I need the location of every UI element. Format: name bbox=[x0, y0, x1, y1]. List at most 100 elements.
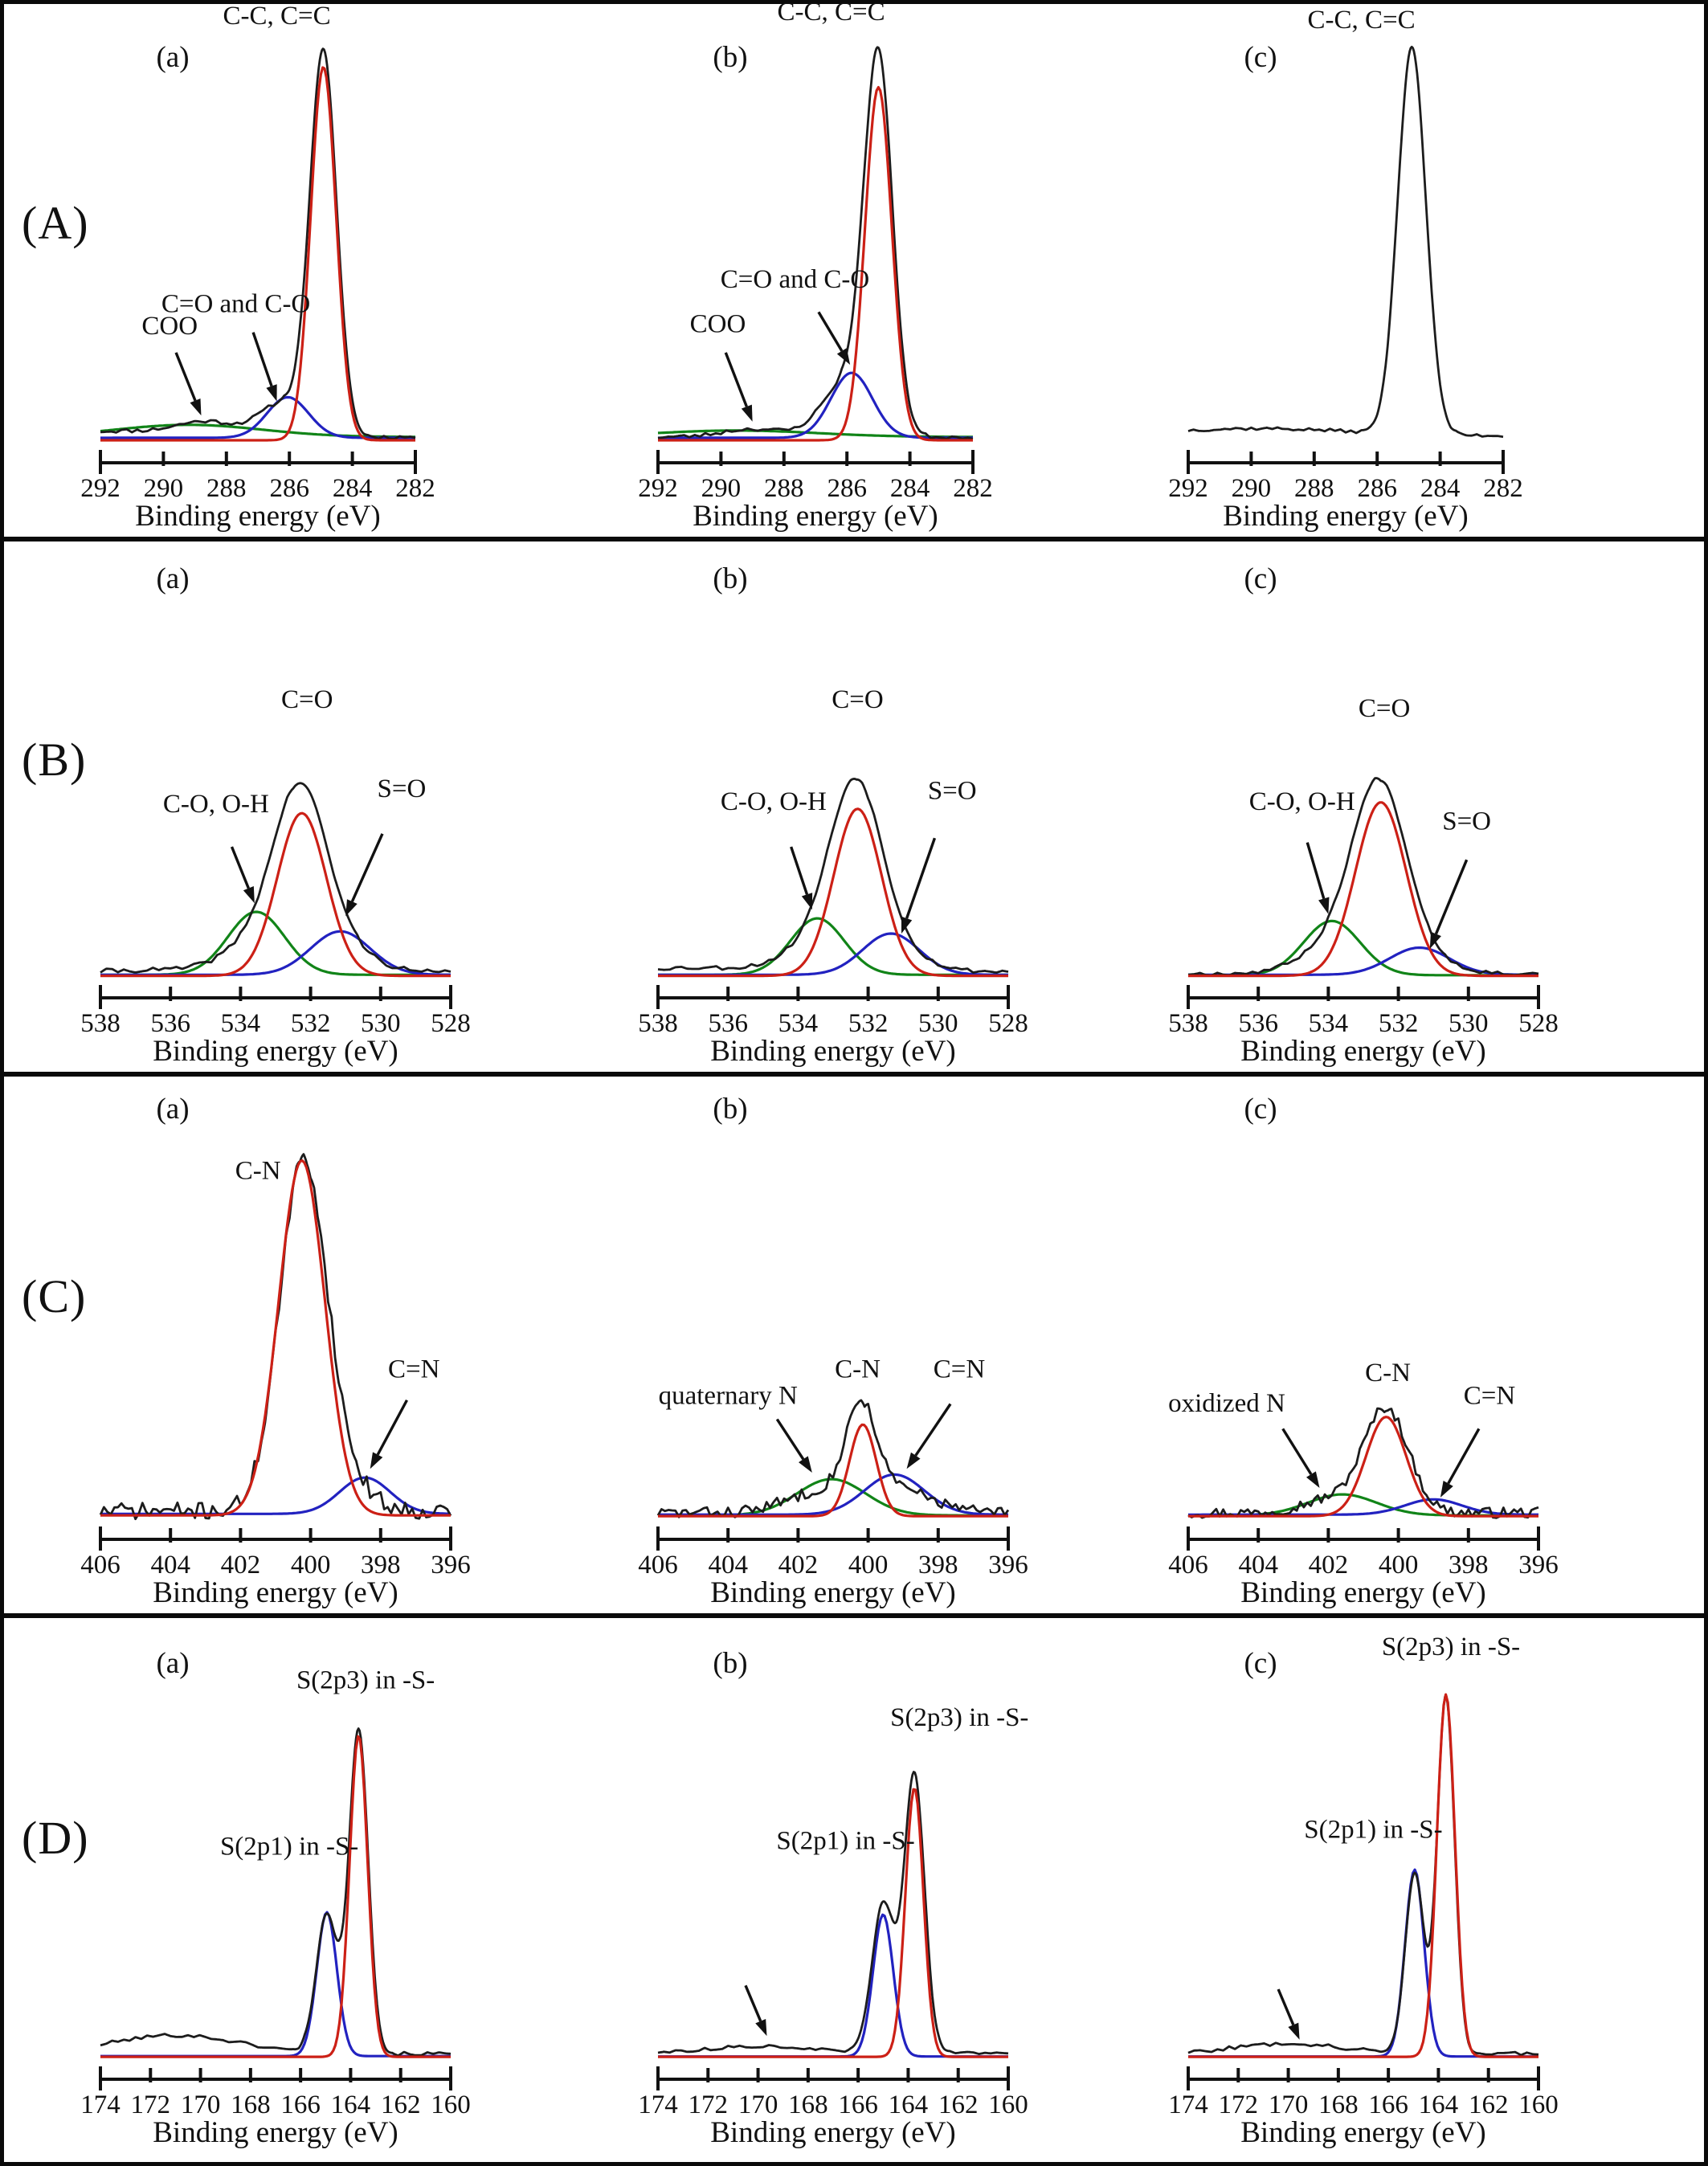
axis-tick-label: 398 bbox=[361, 1551, 401, 1580]
axis-tick-label: 532 bbox=[1379, 1009, 1419, 1038]
axis-tick-label: 292 bbox=[638, 474, 678, 503]
axis-tick-label: 170 bbox=[1269, 2090, 1309, 2119]
x-axis bbox=[1187, 1526, 1540, 1551]
curve-c-n-fit bbox=[658, 1423, 1008, 1518]
x-axis-title: Binding energy (eV) bbox=[1240, 1035, 1486, 1068]
peak-label: C-O, O-H bbox=[1249, 787, 1355, 816]
axis-tick-label: 162 bbox=[938, 2090, 979, 2119]
annotation-arrow bbox=[1277, 1988, 1300, 2040]
axis-tick-label: 402 bbox=[1309, 1551, 1349, 1580]
axis-tick-label: 400 bbox=[848, 1551, 889, 1580]
axis-tick-label: 406 bbox=[80, 1551, 121, 1580]
peak-label: S(2p1) in -S- bbox=[220, 1833, 358, 1862]
peak-label: C-C, C=C bbox=[1308, 6, 1416, 35]
x-axis-title: Binding energy (eV) bbox=[710, 1576, 956, 1609]
curve-experimental bbox=[1187, 1407, 1539, 1519]
spectrum-panel-A-a: 292 290 288 286 284 282 Binding energy (eV) (a)… bbox=[80, 2, 435, 533]
panel-letter: (c) bbox=[1244, 1093, 1277, 1126]
axis-tick-label: 160 bbox=[988, 2090, 1028, 2119]
curve-c-c-c-c-fit bbox=[100, 66, 415, 442]
row-D-panels: 174 172 170 168 166 164 162 160 Binding energy (… bbox=[4, 1618, 1704, 2153]
axis-tick-label: 166 bbox=[838, 2090, 878, 2119]
curve-c-o-o-h-fit bbox=[1188, 919, 1538, 977]
axis-tick-label: 168 bbox=[1318, 2090, 1359, 2119]
axis-tick-label: 396 bbox=[1518, 1551, 1559, 1580]
axis-tick-label: 284 bbox=[1420, 474, 1461, 503]
panel-letter: (b) bbox=[713, 41, 747, 74]
curve-experimental bbox=[656, 1399, 1010, 1518]
curve-s-2p1-in-s-fit bbox=[658, 1913, 1008, 2058]
axis-tick-label: 404 bbox=[708, 1551, 748, 1580]
spectrum-panel-D-c: 174 172 170 168 166 164 162 160 Binding energy (… bbox=[1168, 1633, 1559, 2149]
peak-label: C-N bbox=[835, 1355, 881, 1383]
axis-tick-label: 532 bbox=[291, 1009, 331, 1038]
axis-tick-label: 528 bbox=[1518, 1009, 1559, 1038]
axis-tick-label: 166 bbox=[1368, 2090, 1408, 2119]
annotation-arrow bbox=[1440, 1428, 1481, 1498]
axis-tick-label: 400 bbox=[1379, 1551, 1419, 1580]
axis-tick-label: 536 bbox=[708, 1009, 748, 1038]
peak-label: C=N bbox=[934, 1355, 986, 1383]
annotation-arrow bbox=[744, 1984, 767, 2037]
x-axis-title: Binding energy (eV) bbox=[153, 1035, 398, 1068]
curve-c-n-fit bbox=[1188, 1416, 1538, 1518]
peak-label: COO bbox=[690, 310, 746, 339]
axis-tick-label: 288 bbox=[1294, 474, 1334, 503]
x-axis-title: Binding energy (eV) bbox=[153, 1576, 398, 1609]
x-axis-title: Binding energy (eV) bbox=[1223, 500, 1469, 533]
x-axis bbox=[656, 2066, 1010, 2090]
curve-c-o-o-h-fit bbox=[100, 910, 451, 976]
x-axis bbox=[99, 2066, 452, 2090]
axis-tick-label: 168 bbox=[788, 2090, 828, 2119]
x-axis-title: Binding energy (eV) bbox=[710, 1035, 956, 1068]
peak-label: S=O bbox=[1442, 807, 1491, 836]
annotation-arrow bbox=[251, 332, 277, 402]
axis-tick-label: 538 bbox=[1168, 1009, 1208, 1038]
axis-tick-label: 170 bbox=[181, 2090, 220, 2119]
curve-s-2p1-in-s-fit bbox=[100, 1911, 451, 2058]
peak-label: S=O bbox=[928, 777, 977, 806]
curve-experimental bbox=[657, 778, 1009, 974]
annotation-arrow bbox=[817, 311, 851, 366]
curve-experimental bbox=[100, 47, 416, 440]
x-axis bbox=[656, 985, 1010, 1009]
panel-letter: (c) bbox=[1244, 41, 1277, 74]
spectrum-panel-A-b: 292 290 288 286 284 282 Binding energy (eV) (b)… bbox=[638, 0, 993, 533]
curve-c-c-c-c-fit bbox=[658, 86, 973, 442]
x-axis-title: Binding energy (eV) bbox=[710, 2116, 956, 2149]
curve-c-n-fit bbox=[100, 1159, 451, 1517]
axis-tick-label: 174 bbox=[1168, 2090, 1208, 2119]
peak-label: S(2p3) in -S- bbox=[1382, 1633, 1520, 1661]
x-axis-title: Binding energy (eV) bbox=[1240, 1576, 1486, 1609]
spectrum-panel-C-b: 406 404 402 400 398 396 Binding energy (eV) (b)… bbox=[638, 1093, 1028, 1609]
row-C-n1s-spectra: (C) 406 404 402 400 398 396 Binding energy (eV… bbox=[4, 1077, 1704, 1618]
curve-experimental bbox=[1187, 777, 1539, 977]
peak-label: C=N bbox=[388, 1355, 440, 1383]
row-B-o1s-spectra: (B) 538 536 534 532 530 528 Binding energy (eV… bbox=[4, 542, 1704, 1077]
annotation-arrow bbox=[370, 1399, 408, 1469]
axis-tick-label: 396 bbox=[431, 1551, 471, 1580]
axis-tick-label: 534 bbox=[778, 1009, 819, 1038]
x-axis-title: Binding energy (eV) bbox=[153, 2116, 398, 2149]
peak-label: COO bbox=[141, 312, 198, 341]
peak-label: C-O, O-H bbox=[721, 787, 827, 816]
peak-label: S=O bbox=[378, 774, 427, 803]
curve-c-o-fit bbox=[658, 807, 1008, 978]
axis-tick-label: 530 bbox=[918, 1009, 958, 1038]
axis-tick-label: 290 bbox=[1232, 474, 1272, 503]
axis-tick-label: 164 bbox=[331, 2090, 371, 2119]
axis-tick-label: 162 bbox=[1469, 2090, 1509, 2119]
annotation-arrow bbox=[901, 837, 937, 934]
panel-letter: (c) bbox=[1244, 562, 1277, 595]
peak-label: S(2p3) in -S- bbox=[890, 1703, 1028, 1732]
curve-experimental bbox=[100, 1727, 452, 2057]
row-label-B: (B) bbox=[22, 734, 87, 786]
annotation-arrow bbox=[1306, 842, 1330, 914]
row-label-C: (C) bbox=[22, 1270, 87, 1322]
axis-tick-label: 282 bbox=[953, 474, 993, 503]
row-label-D: (D) bbox=[22, 1812, 89, 1864]
spectrum-panel-B-c: 538 536 534 532 530 528 Binding energy (eV) (c)… bbox=[1168, 562, 1559, 1068]
x-axis bbox=[656, 1526, 1010, 1551]
axis-tick-label: 398 bbox=[918, 1551, 958, 1580]
axis-tick-label: 404 bbox=[1238, 1551, 1278, 1580]
